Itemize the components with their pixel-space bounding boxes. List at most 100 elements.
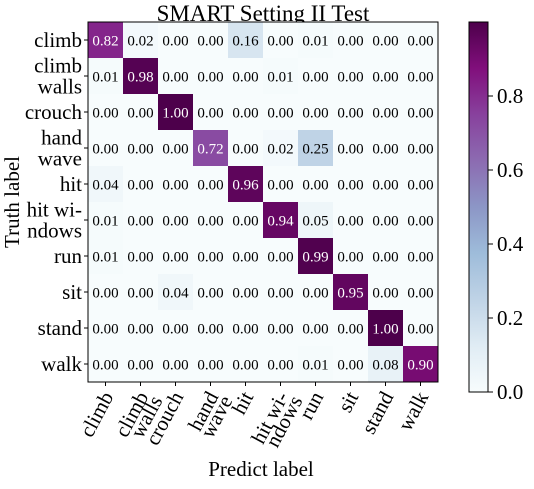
heatmap-cell xyxy=(158,130,194,167)
y-tick-label: stand xyxy=(38,316,83,340)
heatmap-cell xyxy=(123,130,159,167)
cell-value-label: 0.90 xyxy=(407,358,433,374)
cell-value-label: 0.00 xyxy=(372,142,398,158)
cell-value-label: 0.00 xyxy=(162,70,188,86)
y-tick-label: hit xyxy=(60,172,82,196)
colorbar xyxy=(468,21,489,393)
heatmap-cell xyxy=(298,310,334,347)
y-tick-label: hand xyxy=(41,126,82,150)
cell-value-label: 0.00 xyxy=(267,250,293,266)
heatmap-cell xyxy=(123,94,159,131)
cell-value-label: 0.00 xyxy=(92,322,118,338)
heatmap-cell xyxy=(193,94,229,131)
cell-value-label: 0.00 xyxy=(232,322,258,338)
cell-value-label: 0.00 xyxy=(267,358,293,374)
cell-value-label: 0.00 xyxy=(197,34,223,50)
heatmap-cell xyxy=(123,22,159,59)
cell-value-label: 0.00 xyxy=(407,34,433,50)
heatmap-cell xyxy=(263,310,299,347)
cell-value-label: 0.00 xyxy=(372,34,398,50)
heatmap-cell xyxy=(123,238,159,275)
heatmap-cell xyxy=(228,22,264,59)
heatmap-cell xyxy=(298,202,334,239)
heatmap-cell xyxy=(88,130,124,167)
y-tick-label: hit wi- xyxy=(27,198,82,222)
heatmap-cell xyxy=(333,274,369,311)
heatmap-cell xyxy=(158,274,194,311)
y-tick-label: wave xyxy=(38,147,82,171)
cell-value-label: 0.00 xyxy=(197,250,223,266)
heatmap-cell xyxy=(263,166,299,203)
heatmap-cell xyxy=(263,346,299,383)
heatmap-cell xyxy=(193,130,229,167)
cell-value-label: 0.00 xyxy=(92,286,118,302)
heatmap-cell xyxy=(88,166,124,203)
heatmap-cell xyxy=(228,274,264,311)
cell-value-label: 0.05 xyxy=(302,214,328,230)
heatmap-cell xyxy=(158,166,194,203)
heatmap-cell xyxy=(88,22,124,59)
cell-value-label: 0.00 xyxy=(232,106,258,122)
cell-value-label: 0.00 xyxy=(232,142,258,158)
cell-value-label: 1.00 xyxy=(162,106,188,122)
heatmap-cell xyxy=(228,238,264,275)
y-axis-label: Truth label xyxy=(0,156,24,248)
heatmap-cell xyxy=(298,22,334,59)
heatmap-cell xyxy=(123,166,159,203)
heatmap-cell xyxy=(228,58,264,95)
heatmap-cell xyxy=(158,202,194,239)
heatmap-cell xyxy=(88,310,124,347)
cell-value-label: 0.00 xyxy=(337,106,363,122)
cell-value-label: 0.94 xyxy=(267,214,294,230)
cell-value-label: 0.00 xyxy=(337,358,363,374)
heatmap-cell xyxy=(88,346,124,383)
x-tick-label: climb xyxy=(75,387,119,440)
heatmap-cell xyxy=(158,22,194,59)
heatmap-cell xyxy=(88,202,124,239)
heatmap-cell xyxy=(123,58,159,95)
heatmap-cell xyxy=(298,166,334,203)
cell-value-label: 0.00 xyxy=(232,250,258,266)
heatmap-cell xyxy=(333,58,369,95)
heatmap-cell xyxy=(403,130,439,167)
cell-value-label: 0.00 xyxy=(162,214,188,230)
heatmap-cell xyxy=(333,346,369,383)
heatmap-cell xyxy=(228,166,264,203)
cell-value-label: 0.00 xyxy=(267,34,293,50)
cell-value-label: 0.00 xyxy=(337,70,363,86)
cell-value-label: 0.00 xyxy=(407,106,433,122)
cell-value-label: 0.00 xyxy=(372,70,398,86)
heatmap-cell xyxy=(88,58,124,95)
cell-value-label: 0.00 xyxy=(197,286,223,302)
cell-value-label: 0.00 xyxy=(127,358,153,374)
cell-value-label: 0.00 xyxy=(372,286,398,302)
heatmap-cell xyxy=(263,22,299,59)
cell-value-label: 0.00 xyxy=(127,178,153,194)
colorbar-tick-label: 0.2 xyxy=(497,306,523,330)
heatmap-cell xyxy=(263,58,299,95)
colorbar-ticks: 0.0 0.2 0.4 0.6 0.8 xyxy=(488,84,524,404)
heatmap-cell xyxy=(88,94,124,131)
cell-value-label: 0.00 xyxy=(302,286,328,302)
heatmap-cell xyxy=(403,202,439,239)
cell-value-label: 0.00 xyxy=(162,34,188,50)
cell-value-label: 0.00 xyxy=(162,178,188,194)
heatmap-cell xyxy=(123,202,159,239)
heatmap-cell xyxy=(88,238,124,275)
cell-value-label: 0.00 xyxy=(197,106,223,122)
cell-value-label: 0.25 xyxy=(302,142,328,158)
cell-value-label: 0.00 xyxy=(127,322,153,338)
cell-value-label: 0.00 xyxy=(162,322,188,338)
colorbar-tick-label: 0.0 xyxy=(497,380,523,404)
heatmap-cell xyxy=(368,130,404,167)
heatmap-cell xyxy=(228,346,264,383)
cell-value-label: 0.00 xyxy=(372,178,398,194)
heatmap-cell xyxy=(403,310,439,347)
heatmap-cell xyxy=(368,274,404,311)
cell-value-label: 0.00 xyxy=(407,178,433,194)
cell-value-label: 0.00 xyxy=(232,358,258,374)
heatmap-cell xyxy=(368,58,404,95)
cell-value-label: 0.00 xyxy=(267,286,293,302)
cell-value-label: 0.00 xyxy=(337,250,363,266)
